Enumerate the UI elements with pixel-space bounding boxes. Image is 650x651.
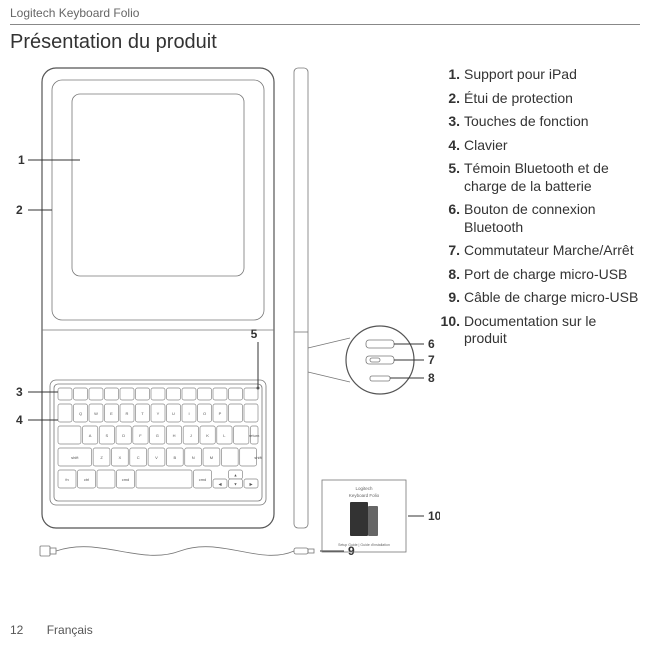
legend-item: 3.Touches de fonction <box>440 113 640 131</box>
svg-text:fn: fn <box>65 477 68 482</box>
header-rule <box>10 24 640 25</box>
svg-text:K: K <box>206 433 209 438</box>
legend-item: 5.Témoin Bluetooth et de charge de la ba… <box>440 160 640 195</box>
svg-text:cmd: cmd <box>199 477 207 482</box>
legend-item-number: 5. <box>440 160 460 178</box>
svg-text:O: O <box>203 411 206 416</box>
svg-text:S: S <box>106 433 109 438</box>
legend-item-text: Témoin Bluetooth et de charge de la batt… <box>464 160 640 195</box>
svg-text:N: N <box>192 455 195 460</box>
legend-item: 9.Câble de charge micro-USB <box>440 289 640 307</box>
legend-item-text: Clavier <box>464 137 508 155</box>
legend-item-number: 8. <box>440 266 460 284</box>
legend-item: 8.Port de charge micro-USB <box>440 266 640 284</box>
callout-7: 7 <box>428 353 435 367</box>
callout-10: 10 <box>428 509 440 523</box>
svg-text:shift: shift <box>71 455 79 460</box>
svg-text:B: B <box>173 455 176 460</box>
legend-item: 10.Documentation sur le produit <box>440 313 640 348</box>
legend-item-number: 4. <box>440 137 460 155</box>
svg-text:M: M <box>210 455 213 460</box>
callout-6: 6 <box>428 337 435 351</box>
legend-item-number: 7. <box>440 242 460 260</box>
svg-text:E: E <box>110 411 113 416</box>
language-label: Français <box>47 623 93 637</box>
callout-2: 2 <box>16 203 23 217</box>
content-row: QWERTYUIOP ASDFGHJKLreturn shiftZXCVBNMs… <box>10 60 640 580</box>
legend-item-text: Étui de protection <box>464 90 573 108</box>
svg-text:return: return <box>249 433 259 438</box>
legend-item-number: 6. <box>440 201 460 219</box>
legend-item: 7.Commutateur Marche/Arrêt <box>440 242 640 260</box>
callout-3: 3 <box>16 385 23 399</box>
doc-header: Logitech Keyboard Folio <box>10 6 640 22</box>
page-footer: 12 Français <box>10 623 93 637</box>
legend-list: 1.Support pour iPad2.Étui de protection3… <box>440 60 640 354</box>
page-number: 12 <box>10 623 23 637</box>
legend-item-number: 2. <box>440 90 460 108</box>
svg-text:G: G <box>156 433 159 438</box>
doc-subtitle: Setup Guide | Guide d'installation <box>338 543 390 547</box>
legend-item: 1.Support pour iPad <box>440 66 640 84</box>
legend-item-text: Commutateur Marche/Arrêt <box>464 242 634 260</box>
doc-brand: Logitech <box>355 486 373 491</box>
svg-text:Y: Y <box>157 411 160 416</box>
svg-text:J: J <box>190 433 192 438</box>
legend-item: 2.Étui de protection <box>440 90 640 108</box>
svg-text:ctrl: ctrl <box>84 477 89 482</box>
legend-item-number: 9. <box>440 289 460 307</box>
svg-text:Q: Q <box>79 411 82 416</box>
diagram-area: QWERTYUIOP ASDFGHJKLreturn shiftZXCVBNMs… <box>10 60 440 580</box>
svg-text:▲: ▲ <box>234 473 238 478</box>
doc-product: Keyboard Folio <box>349 493 380 498</box>
legend-item-text: Port de charge micro-USB <box>464 266 627 284</box>
legend-item-text: Bouton de connexion Bluetooth <box>464 201 640 236</box>
callout-4: 4 <box>16 413 23 427</box>
callout-1: 1 <box>18 153 25 167</box>
callout-5: 5 <box>251 327 258 341</box>
legend-item-text: Câble de charge micro-USB <box>464 289 638 307</box>
svg-text:cmd: cmd <box>122 477 130 482</box>
svg-text:P: P <box>219 411 222 416</box>
svg-text:D: D <box>122 433 125 438</box>
legend-item-text: Touches de fonction <box>464 113 589 131</box>
legend-item-number: 10. <box>440 313 460 331</box>
legend-item: 6.Bouton de connexion Bluetooth <box>440 201 640 236</box>
svg-text:A: A <box>89 433 92 438</box>
svg-text:W: W <box>94 411 98 416</box>
svg-text:R: R <box>126 411 129 416</box>
callout-8: 8 <box>428 371 435 385</box>
legend-item-text: Documentation sur le produit <box>464 313 640 348</box>
svg-text:I: I <box>188 411 189 416</box>
legend-item-number: 3. <box>440 113 460 131</box>
svg-text:▼: ▼ <box>234 482 238 487</box>
svg-text:C: C <box>137 455 140 460</box>
legend-item-text: Support pour iPad <box>464 66 577 84</box>
svg-text:U: U <box>172 411 175 416</box>
section-title: Présentation du produit <box>10 31 640 54</box>
svg-text:shift: shift <box>254 455 262 460</box>
svg-text:H: H <box>173 433 176 438</box>
legend-item-number: 1. <box>440 66 460 84</box>
svg-text:X: X <box>119 455 122 460</box>
svg-text:V: V <box>155 455 158 460</box>
legend-item: 4.Clavier <box>440 137 640 155</box>
